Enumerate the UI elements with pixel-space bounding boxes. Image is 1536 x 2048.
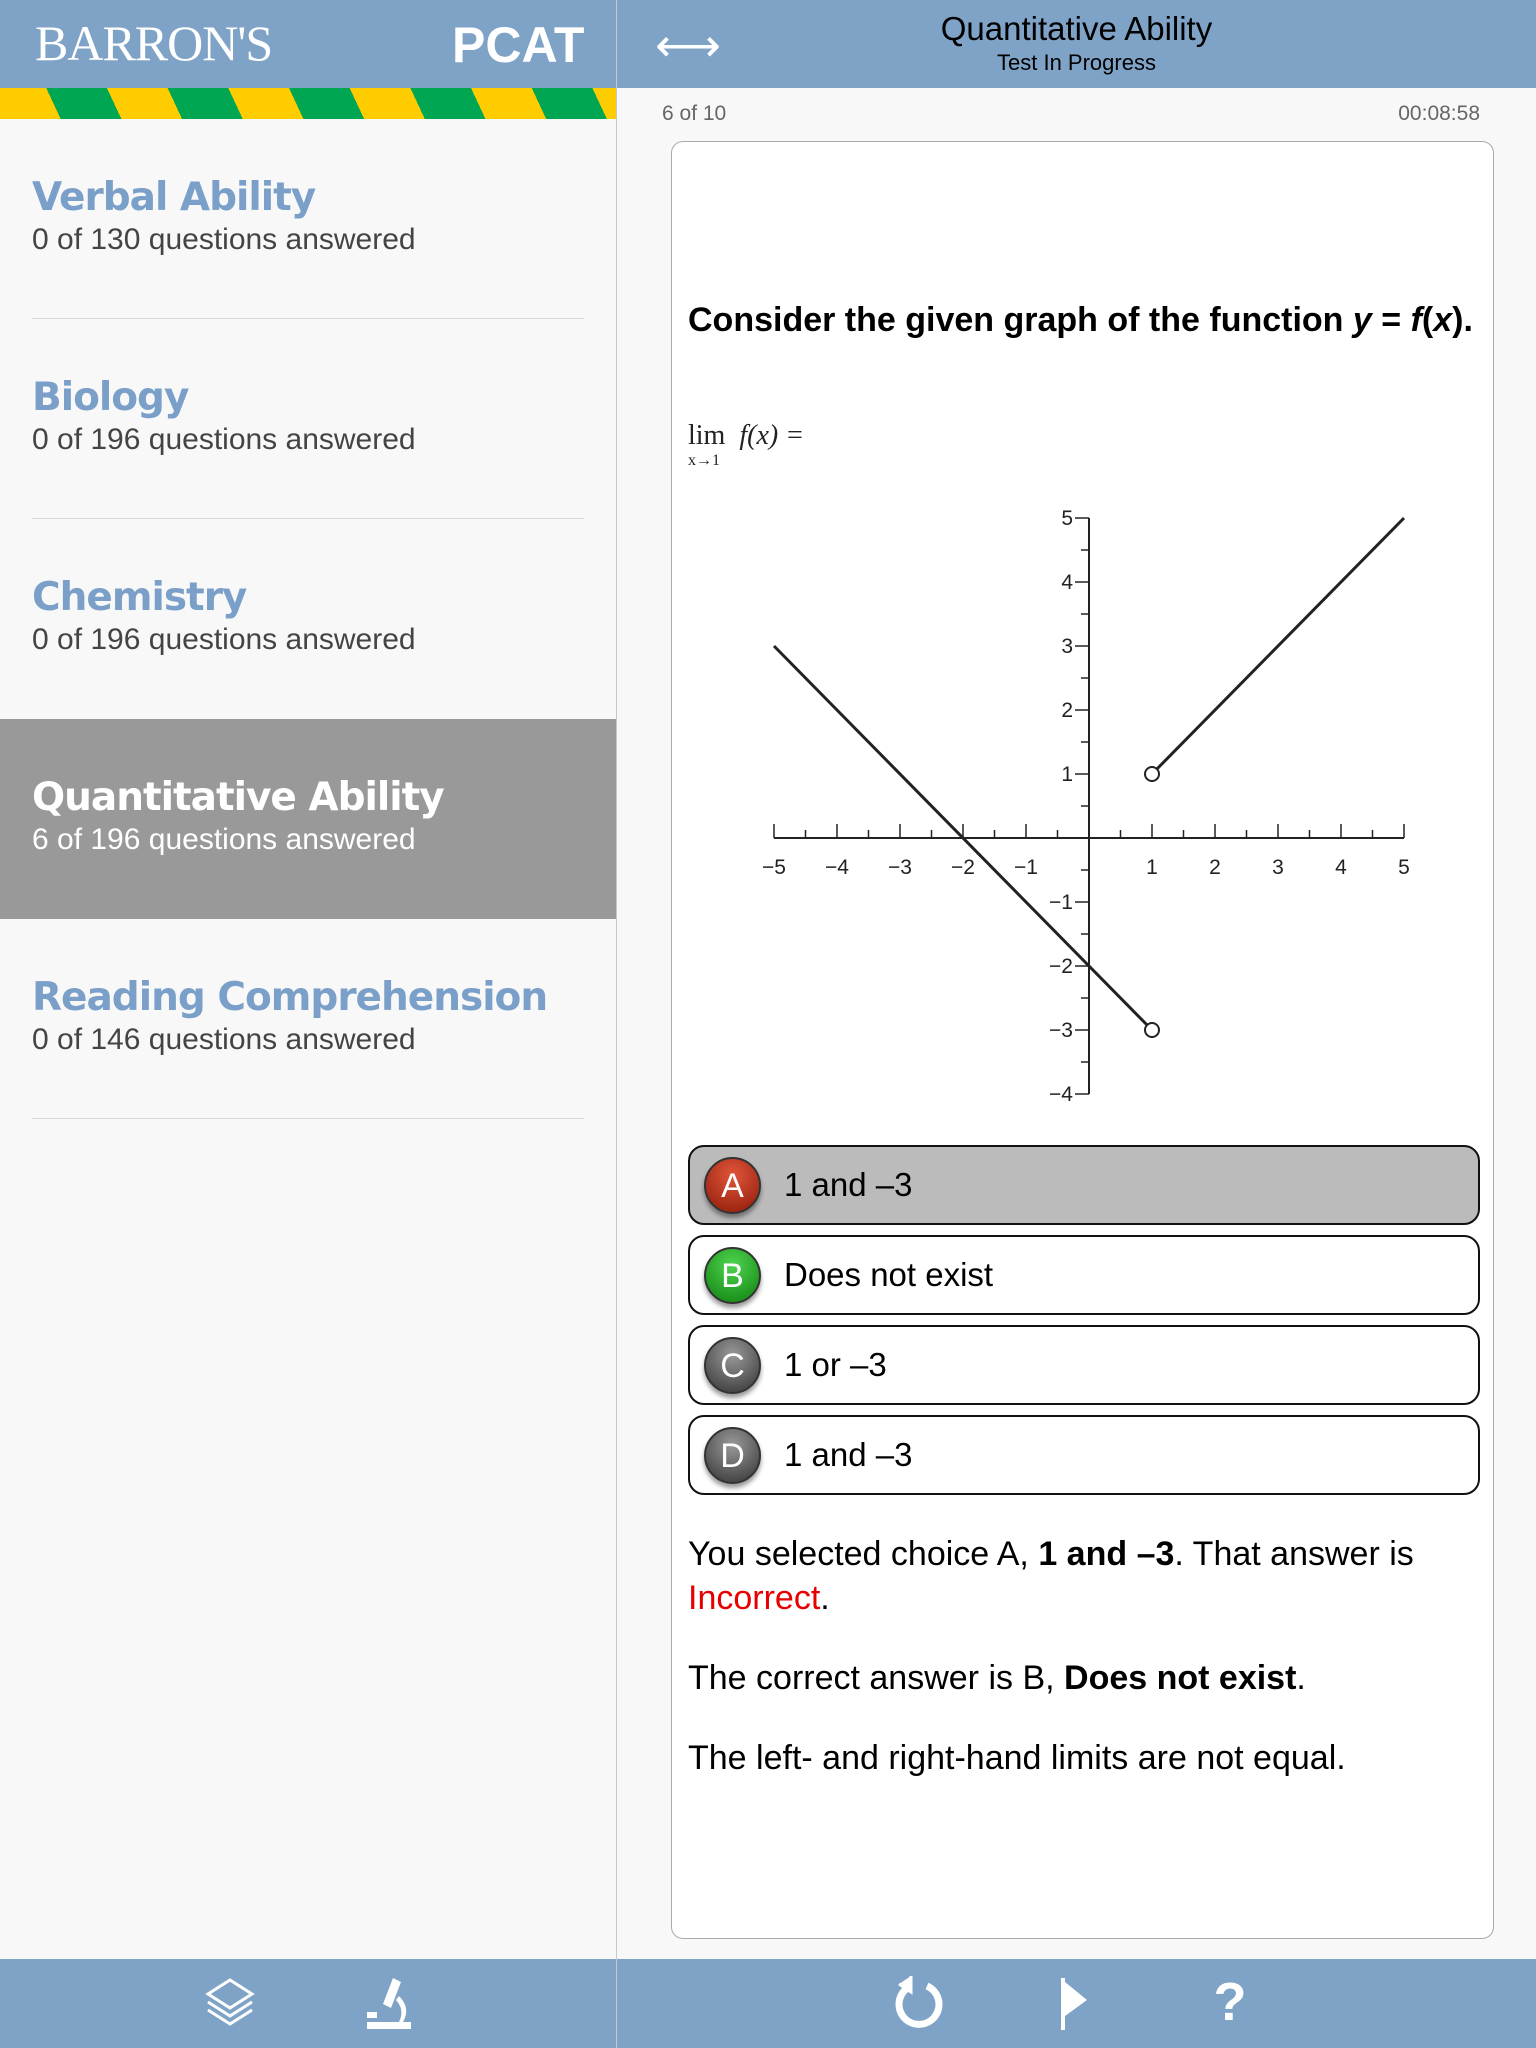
equals: =	[1371, 301, 1411, 339]
period: .	[1463, 301, 1473, 339]
test-header	[617, 0, 1536, 88]
x-tick-label: −5	[762, 856, 786, 879]
fb-text: . That answer is	[1174, 1535, 1414, 1573]
section-status: 0 of 146 questions answered	[32, 1023, 416, 1056]
decorative-stripe	[0, 88, 616, 119]
timer: 00:08:58	[1398, 102, 1480, 125]
feedback-correct: The correct answer is B, Does not exist.	[688, 1656, 1478, 1700]
question-text: Consider the given graph of the function…	[688, 301, 1473, 339]
choice-d[interactable]: D 1 and –3	[688, 1415, 1480, 1495]
choice-b[interactable]: B Does not exist	[688, 1235, 1480, 1315]
panel-divider	[616, 0, 617, 2048]
question-prefix: Consider the given graph of the function	[688, 301, 1353, 339]
question-card	[671, 141, 1494, 1939]
x-tick-label: −4	[825, 856, 849, 879]
graph-segment	[772, 644, 1154, 1032]
choice-letter-badge: C	[704, 1337, 761, 1394]
fb-selected-answer: 1 and –3	[1038, 1535, 1175, 1573]
x-tick-label: 3	[1272, 856, 1284, 879]
var-y: y	[1352, 301, 1372, 339]
section-title: Quantitative Ability	[32, 775, 445, 820]
open-endpoint	[1144, 1022, 1160, 1038]
left-toolbar	[0, 1959, 616, 2048]
lim-subscript: x→1	[688, 452, 720, 469]
x-tick-label: −3	[888, 856, 912, 879]
fb-text: .	[1296, 1659, 1306, 1697]
section-title: Chemistry	[32, 575, 247, 620]
choice-text: Does not exist	[784, 1256, 994, 1293]
choice-c[interactable]: C 1 or –3	[688, 1325, 1480, 1405]
section-status: 0 of 130 questions answered	[32, 223, 416, 256]
y-tick-label: 3	[1061, 635, 1073, 658]
choice-text: 1 or –3	[784, 1346, 887, 1383]
refresh-icon[interactable]	[884, 1972, 954, 2044]
y-tick-label: −2	[1049, 955, 1073, 978]
question-counter: 6 of 10	[662, 102, 727, 125]
section-item[interactable]: Verbal Ability 0 of 130 questions answer…	[0, 119, 616, 319]
section-title: Verbal Ability	[32, 175, 316, 220]
fb-text: .	[820, 1579, 830, 1617]
section-title: Reading Comprehension	[32, 975, 548, 1020]
section-title: Biology	[32, 375, 189, 420]
left-right-arrow-icon[interactable]: ⟷	[655, 19, 721, 71]
fb-correct-answer: Does not exist	[1064, 1659, 1297, 1697]
x-tick-label: 5	[1398, 856, 1410, 879]
x-tick-label: 2	[1209, 856, 1221, 879]
x-tick-label: 4	[1335, 856, 1347, 879]
section-item[interactable]: Reading Comprehension 0 of 146 questions…	[0, 919, 616, 1119]
section-status: 6 of 196 questions answered	[32, 823, 416, 856]
y-tick-label: 1	[1061, 763, 1073, 786]
y-tick-label: 4	[1061, 571, 1073, 594]
x-tick-label: −2	[951, 856, 975, 879]
y-tick-label: −4	[1049, 1083, 1073, 1106]
y-tick-label: −3	[1049, 1019, 1073, 1042]
barrons-logo: BARRON'S	[35, 15, 273, 71]
x-tick-label: −1	[1014, 856, 1038, 879]
section-item[interactable]: Biology 0 of 196 questions answered	[0, 319, 616, 519]
choice-letter-badge: B	[704, 1247, 761, 1304]
y-tick-label: 2	[1061, 699, 1073, 722]
layers-icon[interactable]	[195, 1972, 265, 2044]
divider	[32, 518, 584, 519]
section-item[interactable]: Chemistry 0 of 196 questions answered	[0, 519, 616, 719]
choice-text: 1 and –3	[784, 1436, 913, 1473]
help-icon[interactable]: ?	[1213, 1972, 1247, 2032]
choice-letter-badge: D	[704, 1427, 761, 1484]
divider	[32, 318, 584, 319]
lim-label: lim	[688, 420, 726, 451]
fb-incorrect: Incorrect	[688, 1579, 821, 1617]
section-status: 0 of 196 questions answered	[32, 623, 416, 656]
y-tick-label: −1	[1049, 891, 1073, 914]
feedback-explanation: The left- and right-hand limits are not …	[688, 1739, 1346, 1777]
test-title: Quantitative Ability	[940, 10, 1213, 47]
y-tick-label: 5	[1061, 507, 1073, 530]
choice-letter-badge: A	[704, 1157, 761, 1214]
microscope-icon[interactable]	[354, 1972, 424, 2044]
flag-icon[interactable]	[1036, 1972, 1106, 2044]
var-f: f	[1410, 301, 1422, 339]
open-endpoint	[1144, 766, 1160, 782]
var-x: x	[1433, 301, 1453, 339]
lim-expr: f(x) =	[739, 420, 805, 451]
graph-segment	[1150, 516, 1406, 776]
fb-text: The correct answer is B,	[688, 1659, 1065, 1697]
product-name: PCAT	[452, 17, 585, 73]
function-graph: −5 −4 −3 −2 −1 1 2 3 4 5 5 4 3 2 1 −1 −2 −3 −4	[762, 507, 1410, 1106]
section-item[interactable]: Quantitative Ability 6 of 196 questions …	[0, 719, 616, 919]
feedback-selected: You selected choice A, 1 and –3. That an…	[688, 1532, 1478, 1620]
brand-header: BARRON'S PCAT	[0, 0, 616, 88]
limit-expression: lim f(x) = x→1	[688, 420, 805, 469]
choice-a[interactable]: A 1 and –3	[688, 1145, 1480, 1225]
divider	[32, 1118, 584, 1119]
fb-text: You selected choice A,	[688, 1535, 1039, 1573]
x-tick-label: 1	[1146, 856, 1158, 879]
choice-text: 1 and –3	[784, 1166, 913, 1203]
test-status: Test In Progress	[997, 50, 1156, 75]
section-status: 0 of 196 questions answered	[32, 423, 416, 456]
